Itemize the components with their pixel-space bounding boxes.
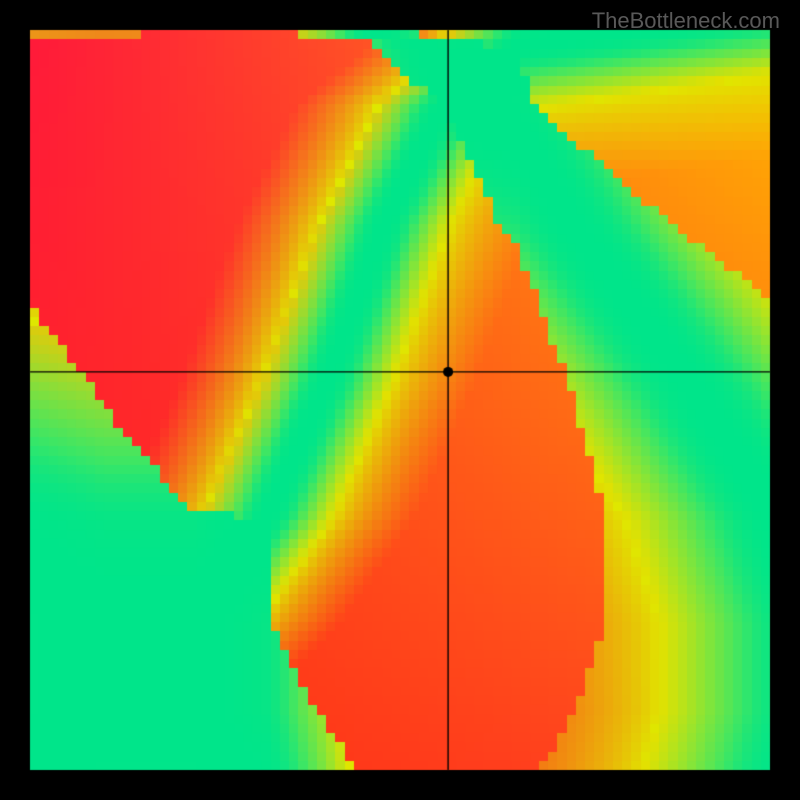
crosshair-overlay [0, 0, 800, 800]
chart-container: TheBottleneck.com [0, 0, 800, 800]
